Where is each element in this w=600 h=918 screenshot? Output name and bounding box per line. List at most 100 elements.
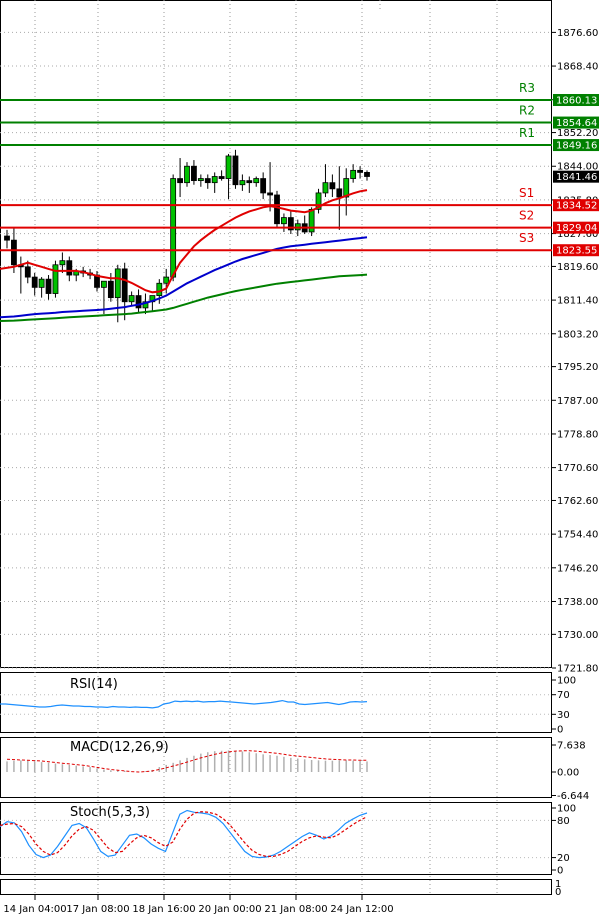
- candle-body: [281, 217, 287, 225]
- panel-frame: [0, 879, 552, 895]
- candle-body: [121, 268, 128, 303]
- candle-body: [52, 264, 59, 294]
- candle-body: [142, 301, 149, 309]
- level-tag-value: 1823.55: [556, 246, 597, 257]
- candle-body: [4, 235, 10, 241]
- candle-body: [24, 266, 31, 278]
- stoch-k-line: [0, 809, 368, 859]
- candle-body: [287, 217, 294, 231]
- candle-body: [11, 239, 17, 266]
- candle-body: [31, 276, 38, 288]
- candle-body: [45, 278, 52, 294]
- level-tag: [553, 94, 599, 107]
- level-label-r1: R1: [519, 126, 535, 140]
- y-tick-label: 1754.40: [557, 530, 598, 541]
- candle-body: [107, 280, 114, 299]
- candle-body: [246, 180, 253, 184]
- candle-body: [253, 178, 260, 184]
- level-label-r3: R3: [519, 81, 535, 95]
- level-tag-value: 1829.04: [556, 223, 597, 234]
- ema-slow-line: [0, 273, 368, 322]
- current-price-tag: [553, 170, 599, 183]
- level-tag-value: 1854.64: [556, 118, 597, 129]
- ema-fast-line: [0, 189, 368, 294]
- y-tick-label: 7.638: [557, 741, 586, 752]
- y-tick-label: 100: [557, 676, 576, 687]
- candle-body: [343, 178, 350, 198]
- level-tag-value: 1860.13: [556, 96, 597, 107]
- y-tick-label: 30: [557, 710, 570, 721]
- y-tick-label: 0: [557, 866, 563, 877]
- y-tick-label: 1811.40: [557, 296, 598, 307]
- candle-body: [156, 282, 163, 296]
- y-tick-label: 1844.00: [557, 162, 598, 173]
- candle-body: [114, 268, 121, 299]
- y-tick-label: 1762.60: [557, 496, 598, 507]
- y-tick-label: 0: [557, 725, 563, 736]
- candle-body: [163, 276, 170, 284]
- candle-body: [211, 176, 218, 184]
- x-tick-label: 20 Jan 00:00: [198, 904, 261, 915]
- panel-frame: [0, 672, 552, 733]
- ema-mid-line: [0, 236, 368, 319]
- candle-body: [38, 278, 45, 288]
- level-tag: [553, 116, 599, 129]
- level-tag-value: 1849.16: [556, 141, 597, 152]
- x-tick-label: 18 Jan 16:00: [132, 904, 195, 915]
- y-tick-label: 1787.00: [557, 396, 598, 407]
- candle-body: [239, 180, 246, 186]
- y-tick-label: 100: [557, 804, 576, 815]
- y-tick-label: 1778.80: [557, 429, 598, 440]
- candle-body: [66, 260, 73, 276]
- candle-body: [59, 260, 66, 266]
- macd-panel: 7.638 0.00 -6.644: [6, 741, 589, 802]
- candle-body: [128, 295, 135, 303]
- price-panel: 1876.601868.401860.201852.201844.001835.…: [0, 28, 599, 675]
- level-label-s1: S1: [519, 186, 534, 200]
- panel-frame: [0, 737, 552, 798]
- candle-body: [274, 194, 280, 225]
- candle-body: [184, 165, 190, 184]
- level-tag: [553, 139, 599, 152]
- candle-body: [267, 192, 273, 196]
- rsi-title: RSI(14): [70, 677, 118, 692]
- y-tick-label: 0: [555, 887, 561, 898]
- level-tag: [553, 221, 599, 234]
- x-tick-label: 17 Jan 08:00: [66, 904, 129, 915]
- y-tick-label: 1721.80: [557, 664, 598, 675]
- rsi-panel: 100 70 30 0: [0, 676, 576, 736]
- candle-body: [308, 208, 315, 233]
- y-tick-label: 1770.60: [557, 463, 598, 474]
- candle-body: [260, 178, 267, 194]
- rsi-line: [0, 699, 368, 709]
- candle-body: [232, 155, 239, 186]
- candle-body: [336, 188, 343, 198]
- stoch-title: Stoch(5,3,3): [70, 805, 150, 820]
- candle-body: [350, 169, 357, 179]
- level-label-s3: S3: [519, 231, 534, 245]
- y-tick-label: 80: [557, 816, 570, 827]
- y-tick-label: 1803.20: [557, 329, 598, 340]
- candle-body: [322, 182, 329, 194]
- candle-body: [357, 169, 363, 173]
- level-label-s2: S2: [519, 209, 534, 223]
- time-axis: 10 14 Jan 04:00 17 Jan 08:00 18 Jan 16:00 20…: [3, 879, 561, 915]
- candle-body: [329, 182, 336, 190]
- x-tick-label: 24 Jan 12:00: [330, 904, 393, 915]
- candle-body: [218, 176, 225, 179]
- candle-body: [177, 178, 183, 184]
- y-tick-label: 1827.60: [557, 229, 598, 240]
- macd-signal-line: [6, 750, 367, 773]
- candle-body: [135, 295, 142, 309]
- level-tag-value: 1834.52: [556, 201, 597, 212]
- y-tick-label: 1: [555, 879, 561, 890]
- candle-body: [225, 155, 232, 179]
- candle-body: [315, 192, 322, 210]
- stoch-d-line: [0, 811, 368, 858]
- y-tick-label: 1852.20: [557, 128, 598, 139]
- y-tick-label: 0.00: [557, 768, 579, 779]
- candle-body: [101, 280, 107, 288]
- macd-title: MACD(12,26,9): [70, 740, 169, 755]
